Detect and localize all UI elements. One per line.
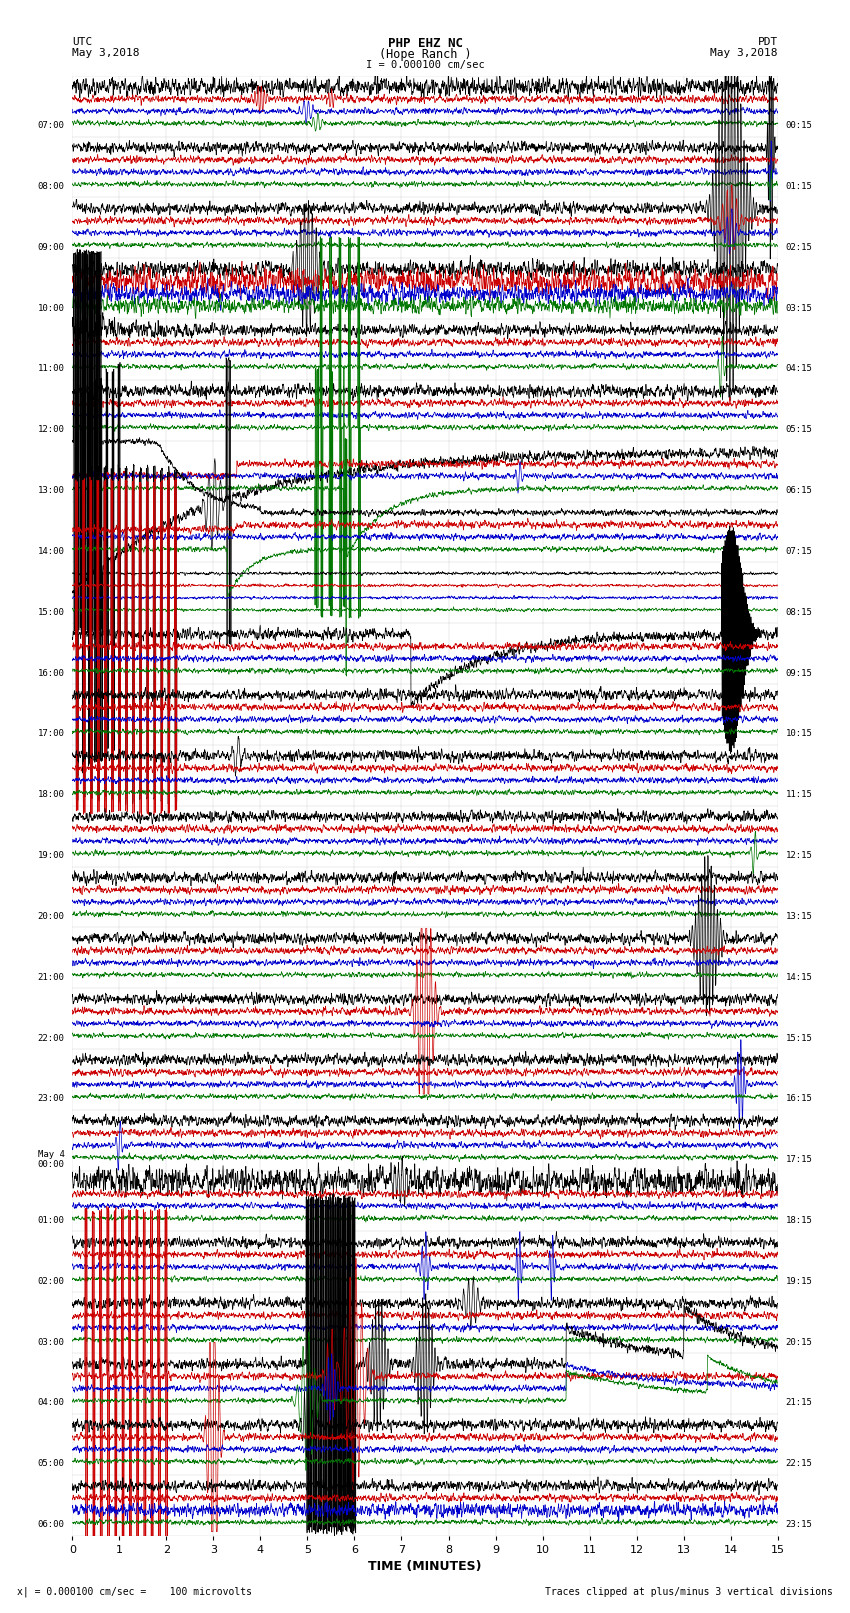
X-axis label: TIME (MINUTES): TIME (MINUTES) — [368, 1560, 482, 1573]
Text: PDT: PDT — [757, 37, 778, 47]
Text: (Hope Ranch ): (Hope Ranch ) — [379, 48, 471, 61]
Text: PHP EHZ NC: PHP EHZ NC — [388, 37, 462, 50]
Text: I = 0.000100 cm/sec: I = 0.000100 cm/sec — [366, 60, 484, 69]
Text: UTC: UTC — [72, 37, 93, 47]
Text: Traces clipped at plus/minus 3 vertical divisions: Traces clipped at plus/minus 3 vertical … — [545, 1587, 833, 1597]
Text: May 3,2018: May 3,2018 — [72, 48, 139, 58]
Text: x| = 0.000100 cm/sec =    100 microvolts: x| = 0.000100 cm/sec = 100 microvolts — [17, 1586, 252, 1597]
Text: May 3,2018: May 3,2018 — [711, 48, 778, 58]
